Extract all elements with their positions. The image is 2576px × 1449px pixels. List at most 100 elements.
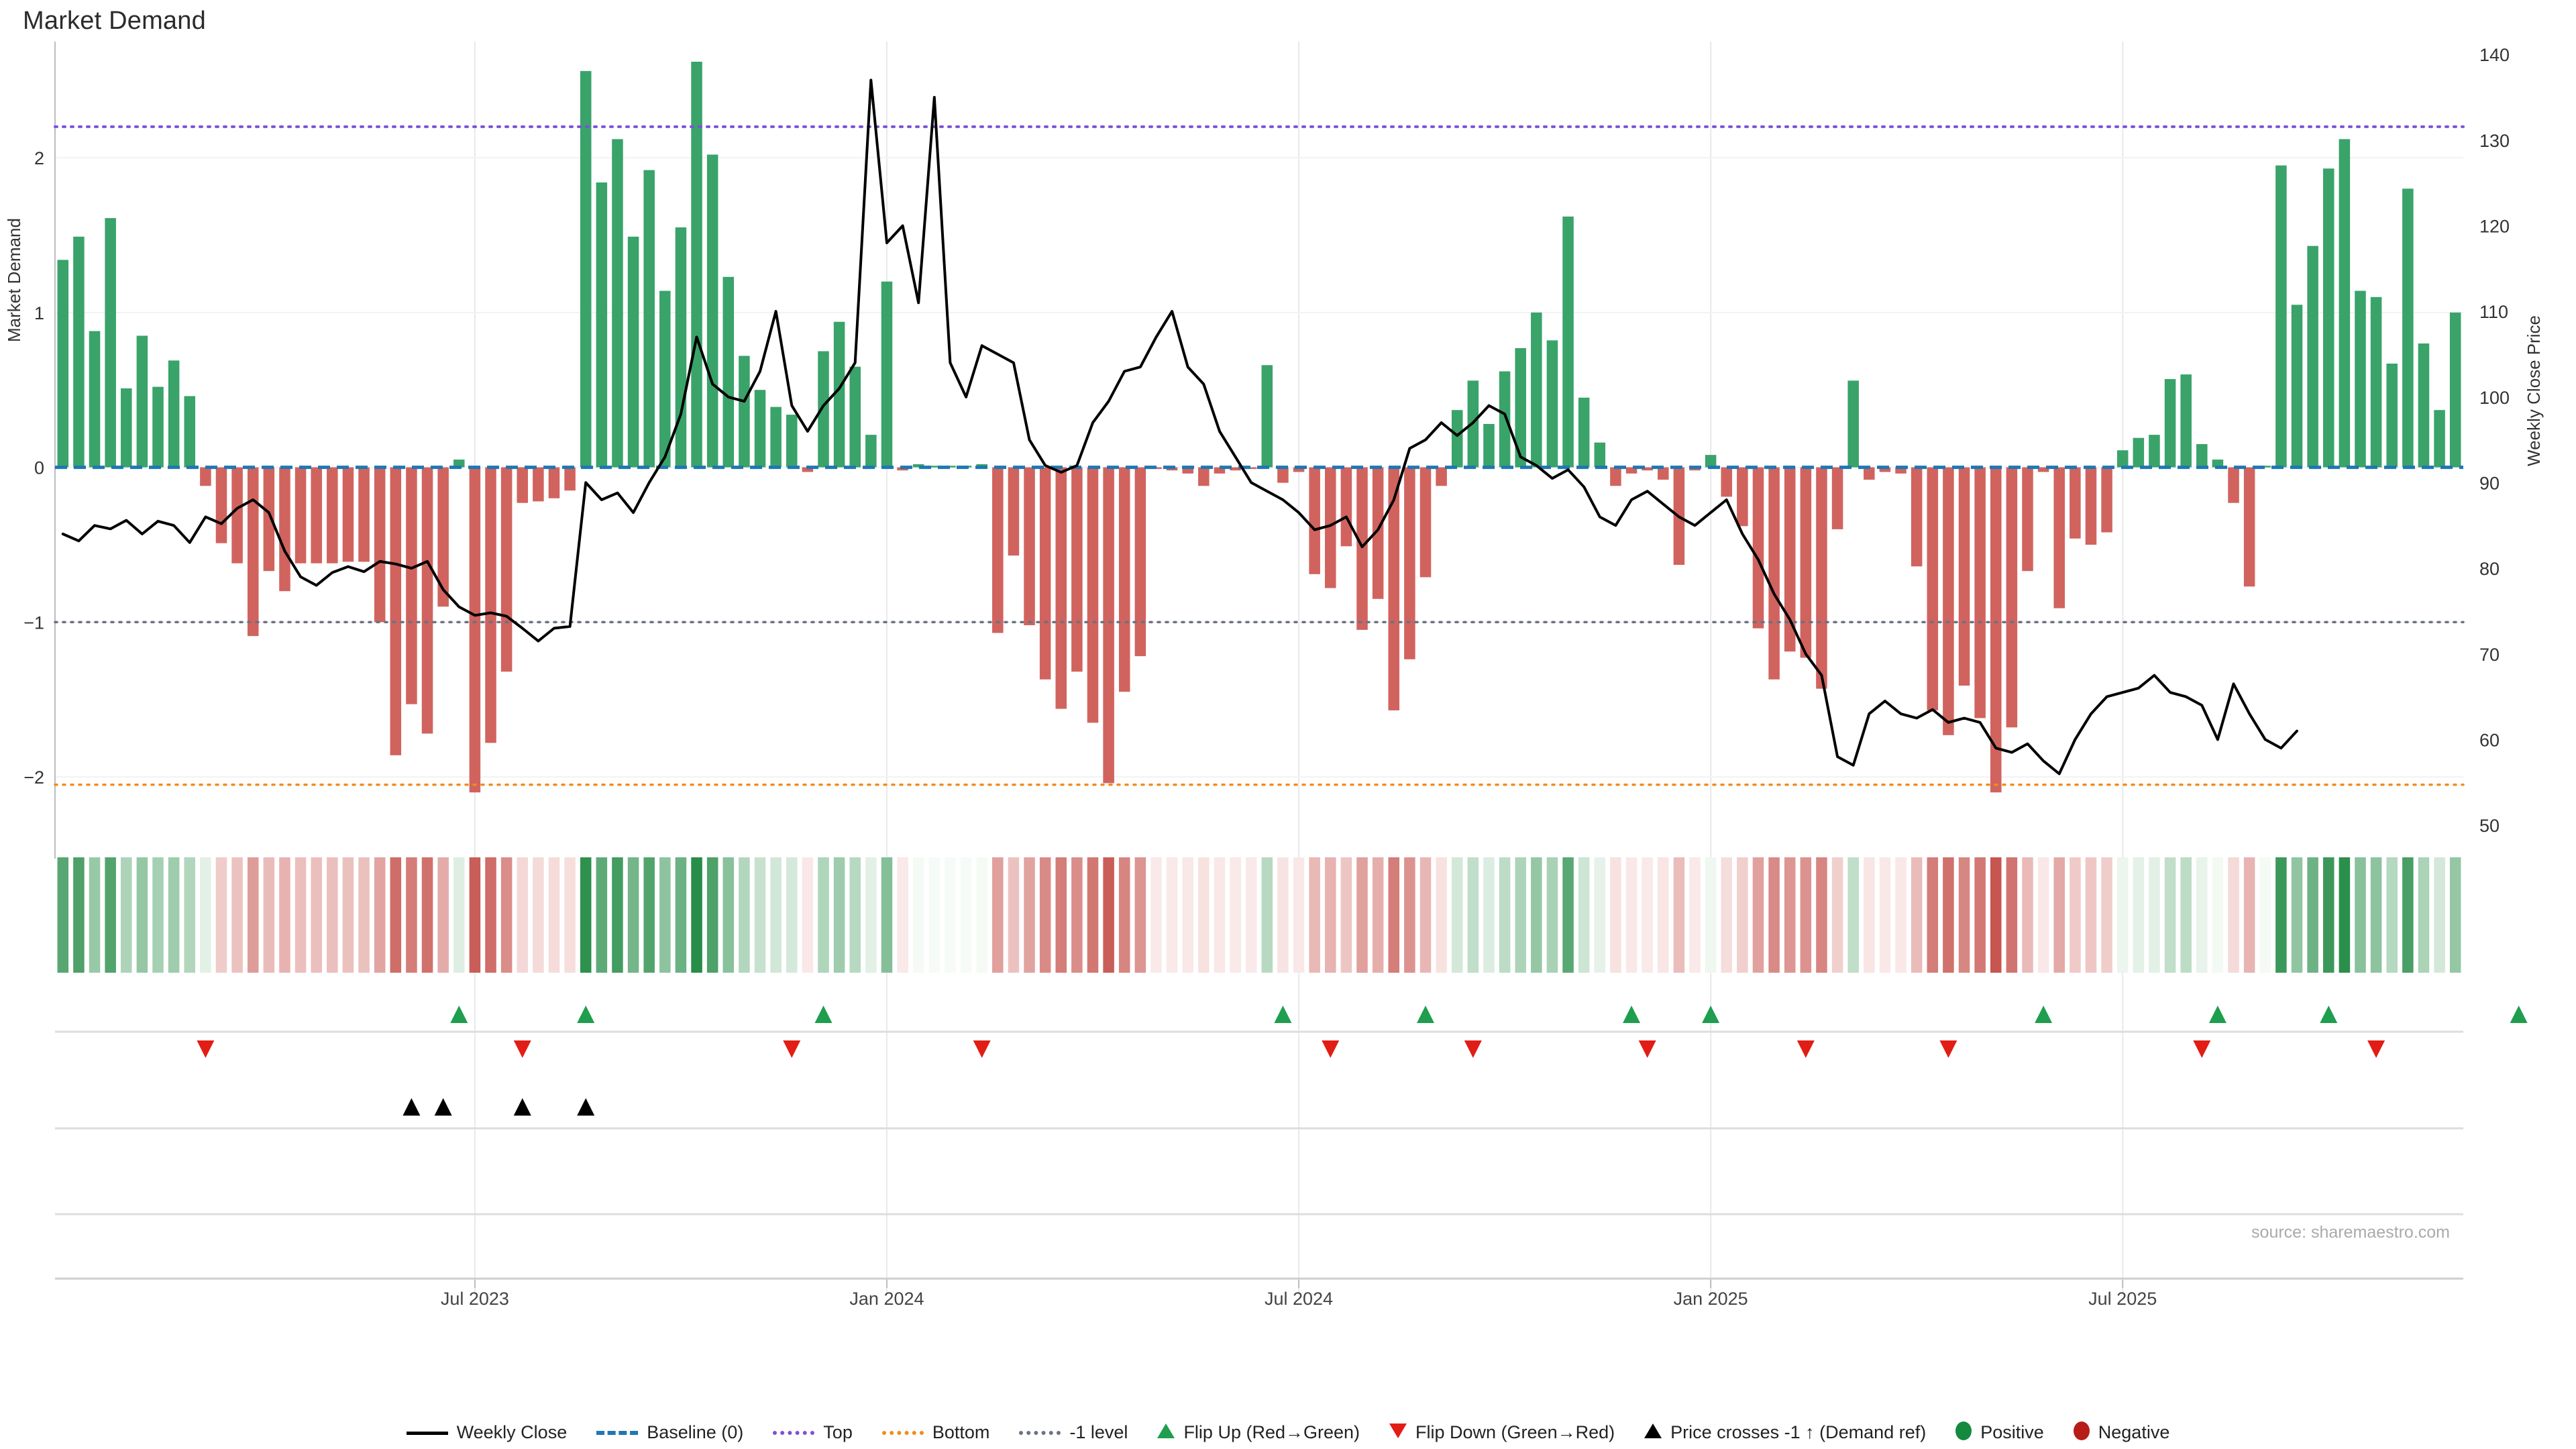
demand-bar[interactable] [2116,450,2129,468]
flip-down-marker[interactable] [1638,1040,1656,1058]
demand-bar[interactable] [2370,297,2382,468]
heatmap-cell[interactable] [2307,857,2318,973]
heatmap-cell[interactable] [1214,857,1226,973]
heatmap-cell[interactable] [1642,857,1653,973]
flip-up-marker[interactable] [2320,1006,2338,1023]
flip-down-marker[interactable] [1796,1040,1815,1058]
demand-bar[interactable] [500,467,513,672]
heatmap-cell[interactable] [1309,857,1320,973]
demand-bar[interactable] [945,466,956,468]
demand-bar[interactable] [390,467,402,755]
demand-bar[interactable] [105,218,116,468]
demand-bar[interactable] [1198,467,1210,486]
flip-up-marker[interactable] [577,1006,595,1023]
heatmap-cell[interactable] [2228,857,2239,973]
heatmap-cell[interactable] [57,857,69,973]
demand-bar[interactable] [770,407,782,468]
flip-up-marker[interactable] [450,1006,468,1023]
heatmap-cell[interactable] [168,857,180,973]
demand-bar[interactable] [485,467,496,743]
heatmap-cell[interactable] [1721,857,1733,973]
heatmap-cell[interactable] [960,857,972,973]
heatmap-cell[interactable] [184,857,196,973]
demand-bar[interactable] [1625,467,1638,474]
demand-bar[interactable] [564,467,576,491]
demand-bar[interactable] [992,467,1004,633]
heatmap-cell[interactable] [500,857,513,973]
heatmap-cell[interactable] [1404,857,1415,973]
heatmap-cell[interactable] [2101,857,2112,973]
heatmap-cell[interactable] [358,857,370,973]
demand-bar[interactable] [675,227,687,468]
heatmap-cell[interactable] [2243,857,2255,973]
demand-bar[interactable] [1134,467,1146,657]
demand-bar[interactable] [1103,467,1114,784]
demand-bar[interactable] [2101,467,2112,533]
flip-down-marker[interactable] [2367,1040,2385,1058]
demand-bar[interactable] [1768,467,1780,680]
heatmap-cell[interactable] [2070,857,2081,973]
heatmap-cell[interactable] [1261,857,1273,973]
heatmap-cell[interactable] [596,857,608,973]
heatmap-cell[interactable] [1705,857,1717,973]
demand-bar[interactable] [1245,467,1257,470]
flip-up-marker[interactable] [2510,1006,2528,1023]
heatmap-cell[interactable] [1230,857,1241,973]
heatmap-cell[interactable] [421,857,433,973]
demand-bar[interactable] [1864,467,1875,480]
demand-bar[interactable] [627,236,639,468]
demand-bar[interactable] [2386,364,2398,468]
demand-bar[interactable] [1562,216,1574,468]
heatmap-cell[interactable] [1245,857,1257,973]
demand-bar[interactable] [2307,246,2318,468]
demand-bar[interactable] [294,467,307,564]
demand-bar[interactable] [1436,467,1447,486]
heatmap-cell[interactable] [105,857,116,973]
demand-bar[interactable] [437,467,449,607]
heatmap-cell[interactable] [2212,857,2224,973]
heatmap-cell[interactable] [2259,857,2271,973]
demand-bar[interactable] [580,70,592,468]
heatmap-cell[interactable] [1293,857,1305,973]
demand-bar[interactable] [1990,467,2002,793]
heatmap-cell[interactable] [1055,857,1067,973]
legend-item-price-crosses[interactable]: Price crosses -1 ↑ (Demand ref) [1644,1422,1926,1443]
legend-item-baseline[interactable]: Baseline (0) [596,1422,743,1443]
demand-bar[interactable] [1705,455,1717,468]
demand-bar[interactable] [1182,467,1193,474]
demand-bar[interactable] [849,366,861,468]
heatmap-cell[interactable] [1103,857,1114,973]
demand-bar[interactable] [358,467,370,562]
demand-bar[interactable] [247,467,259,637]
demand-bar[interactable] [136,335,148,468]
demand-bar[interactable] [2164,379,2176,468]
heatmap-cell[interactable] [2434,857,2445,973]
heatmap-cell[interactable] [200,857,211,973]
demand-bar[interactable] [2243,467,2255,587]
heatmap-cell[interactable] [1974,857,1986,973]
heatmap-cell[interactable] [1689,857,1701,973]
heatmap-cell[interactable] [2149,857,2160,973]
demand-bar[interactable] [1958,467,1970,686]
heatmap-cell[interactable] [2386,857,2398,973]
demand-bar[interactable] [374,467,386,623]
demand-bar[interactable] [1737,467,1748,527]
demand-bar[interactable] [231,467,243,564]
demand-bar[interactable] [1118,467,1130,692]
heatmap-cell[interactable] [1467,857,1479,973]
heatmap-cell[interactable] [1831,857,1843,973]
flip-up-marker[interactable] [1623,1006,1641,1023]
price-cross-marker[interactable] [434,1098,452,1116]
heatmap-cell[interactable] [2291,857,2303,973]
demand-bar[interactable] [184,396,196,468]
heatmap-cell[interactable] [754,857,766,973]
demand-bar[interactable] [1658,467,1669,480]
heatmap-cell[interactable] [73,857,85,973]
heatmap-cell[interactable] [342,857,354,973]
flip-up-marker[interactable] [2035,1006,2053,1023]
demand-bar[interactable] [612,139,623,468]
heatmap-cell[interactable] [1879,857,1891,973]
heatmap-cell[interactable] [1737,857,1748,973]
heatmap-cell[interactable] [263,857,275,973]
demand-bar[interactable] [1610,467,1621,486]
